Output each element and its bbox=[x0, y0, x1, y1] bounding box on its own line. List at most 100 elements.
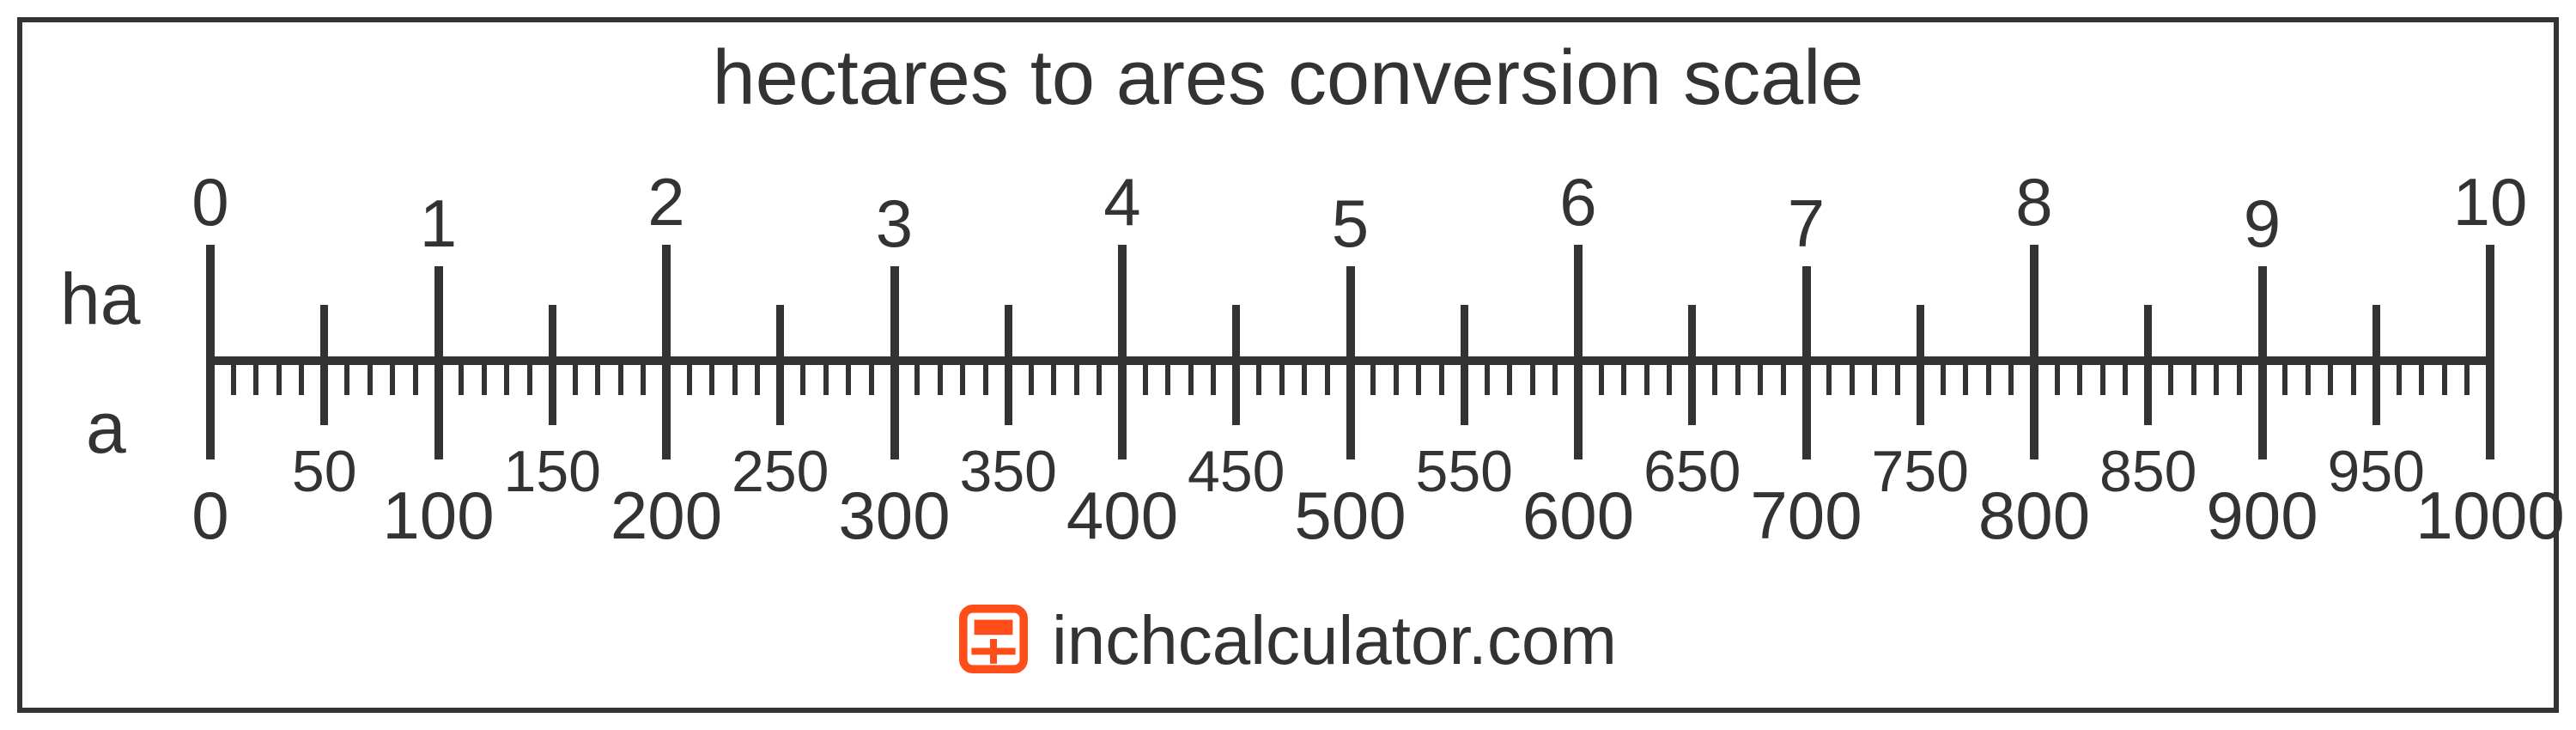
a-minor-tick bbox=[732, 361, 738, 395]
ha-major-tick bbox=[434, 266, 443, 361]
a-minor-tick bbox=[960, 361, 965, 395]
a-minor-tick bbox=[2055, 361, 2060, 395]
a-medium-label: 650 bbox=[1643, 438, 1741, 505]
ha-major-tick bbox=[2486, 245, 2494, 361]
a-medium-tick bbox=[1917, 361, 1924, 425]
a-minor-tick bbox=[573, 361, 578, 395]
a-minor-tick bbox=[1485, 361, 1490, 395]
a-minor-tick bbox=[368, 361, 373, 395]
a-minor-tick bbox=[1416, 361, 1421, 395]
a-major-label: 900 bbox=[2206, 477, 2318, 555]
a-minor-tick bbox=[1165, 361, 1170, 395]
a-minor-tick bbox=[1621, 361, 1626, 395]
a-minor-tick bbox=[1986, 361, 1991, 395]
calculator-icon bbox=[959, 605, 1028, 678]
ha-tick-label: 8 bbox=[2015, 163, 2052, 241]
a-medium-label: 250 bbox=[732, 438, 829, 505]
ha-major-tick bbox=[2030, 245, 2038, 361]
ha-tick-label: 2 bbox=[647, 163, 684, 241]
ha-tick-label: 5 bbox=[1332, 185, 1369, 263]
a-major-tick bbox=[1346, 361, 1355, 459]
a-major-tick bbox=[2258, 361, 2267, 459]
a-minor-tick bbox=[253, 361, 258, 395]
a-minor-tick bbox=[2168, 361, 2173, 395]
a-minor-tick bbox=[504, 361, 509, 395]
a-major-label: 400 bbox=[1066, 477, 1178, 555]
a-minor-tick bbox=[641, 361, 646, 395]
ha-major-tick bbox=[206, 245, 215, 361]
a-medium-label: 50 bbox=[292, 438, 357, 505]
a-minor-tick bbox=[1644, 361, 1649, 395]
a-minor-tick bbox=[1211, 361, 1216, 395]
a-major-label: 500 bbox=[1294, 477, 1406, 555]
a-minor-tick bbox=[1188, 361, 1194, 395]
ha-tick-label: 9 bbox=[2244, 185, 2281, 263]
a-minor-tick bbox=[1599, 361, 1604, 395]
ha-medium-tick bbox=[1232, 305, 1240, 361]
a-minor-tick bbox=[755, 361, 760, 395]
ha-medium-tick bbox=[1461, 305, 1468, 361]
a-minor-tick bbox=[390, 361, 395, 395]
a-minor-tick bbox=[413, 361, 418, 395]
a-minor-tick bbox=[1256, 361, 1261, 395]
a-minor-tick bbox=[2077, 361, 2082, 395]
a-minor-tick bbox=[869, 361, 874, 395]
a-major-label: 300 bbox=[838, 477, 950, 555]
a-minor-tick bbox=[1826, 361, 1832, 395]
a-minor-tick bbox=[1074, 361, 1079, 395]
a-medium-label: 350 bbox=[960, 438, 1057, 505]
a-minor-tick bbox=[2351, 361, 2356, 395]
a-minor-tick bbox=[2419, 361, 2424, 395]
a-medium-label: 450 bbox=[1188, 438, 1285, 505]
a-minor-tick bbox=[1963, 361, 1968, 395]
a-minor-tick bbox=[983, 361, 988, 395]
a-minor-tick bbox=[687, 361, 692, 395]
a-medium-label: 550 bbox=[1416, 438, 1513, 505]
a-major-label: 700 bbox=[1750, 477, 1862, 555]
a-minor-tick bbox=[1941, 361, 1946, 395]
ha-tick-label: 10 bbox=[2453, 163, 2528, 241]
a-minor-tick bbox=[344, 361, 349, 395]
ha-major-tick bbox=[1802, 266, 1811, 361]
a-minor-tick bbox=[2397, 361, 2402, 395]
a-major-tick bbox=[2030, 361, 2038, 459]
ha-medium-tick bbox=[549, 305, 556, 361]
ha-tick-label: 4 bbox=[1103, 163, 1140, 241]
a-minor-tick bbox=[231, 361, 236, 395]
ha-tick-label: 1 bbox=[420, 185, 457, 263]
a-minor-tick bbox=[1302, 361, 1307, 395]
a-minor-tick bbox=[1370, 361, 1376, 395]
a-minor-tick bbox=[2214, 361, 2219, 395]
a-minor-tick bbox=[1735, 361, 1741, 395]
a-major-label: 600 bbox=[1522, 477, 1634, 555]
a-major-tick bbox=[434, 361, 443, 459]
a-medium-tick bbox=[320, 361, 328, 425]
a-minor-tick bbox=[1667, 361, 1672, 395]
a-medium-tick bbox=[549, 361, 556, 425]
a-major-tick bbox=[1574, 361, 1583, 459]
a-minor-tick bbox=[482, 361, 487, 395]
a-medium-label: 950 bbox=[2328, 438, 2425, 505]
a-medium-tick bbox=[1005, 361, 1012, 425]
ha-major-tick bbox=[662, 245, 671, 361]
a-minor-tick bbox=[846, 361, 851, 395]
a-major-label: 100 bbox=[382, 477, 494, 555]
a-minor-tick bbox=[709, 361, 714, 395]
a-major-label: 800 bbox=[1978, 477, 2090, 555]
a-major-tick bbox=[662, 361, 671, 459]
a-medium-tick bbox=[1688, 361, 1696, 425]
a-minor-tick bbox=[938, 361, 943, 395]
a-major-tick bbox=[1802, 361, 1811, 459]
a-minor-tick bbox=[2237, 361, 2242, 395]
footer-text: inchcalculator.com bbox=[1052, 601, 1617, 680]
a-major-label: 0 bbox=[191, 477, 228, 555]
a-minor-tick bbox=[1552, 361, 1558, 395]
a-minor-tick bbox=[914, 361, 920, 395]
a-major-tick bbox=[2486, 361, 2494, 459]
a-minor-tick bbox=[1895, 361, 1900, 395]
a-minor-tick bbox=[823, 361, 829, 395]
ha-medium-tick bbox=[776, 305, 784, 361]
a-minor-tick bbox=[618, 361, 623, 395]
ha-major-tick bbox=[890, 266, 899, 361]
a-minor-tick bbox=[2442, 361, 2447, 395]
